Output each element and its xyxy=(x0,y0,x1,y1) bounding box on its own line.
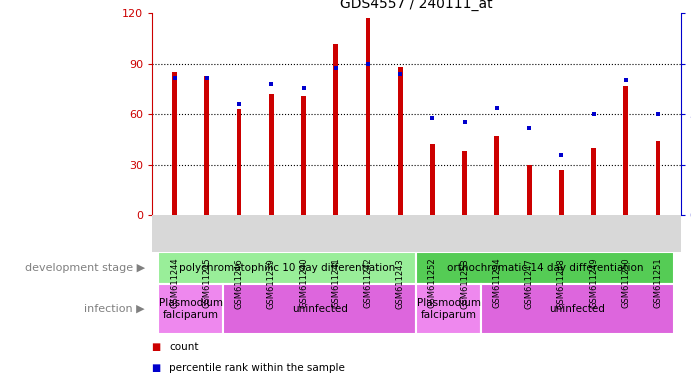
Bar xyxy=(269,94,274,215)
Bar xyxy=(591,148,596,215)
Bar xyxy=(462,151,467,215)
Bar xyxy=(416,252,674,284)
Bar xyxy=(559,170,564,215)
Text: count: count xyxy=(169,342,199,352)
Bar xyxy=(158,284,223,334)
Bar xyxy=(527,165,531,215)
Bar xyxy=(623,86,628,215)
Bar xyxy=(656,141,661,215)
Bar xyxy=(366,18,370,215)
Bar xyxy=(172,72,177,215)
Text: polychromatophilic 10 day differentiation: polychromatophilic 10 day differentiatio… xyxy=(179,263,395,273)
Bar xyxy=(481,284,674,334)
Bar xyxy=(301,96,306,215)
Text: orthochromatic 14 day differentiation: orthochromatic 14 day differentiation xyxy=(447,263,643,273)
Bar xyxy=(158,252,416,284)
Bar xyxy=(416,284,481,334)
Text: development stage ▶: development stage ▶ xyxy=(25,263,145,273)
Text: ■: ■ xyxy=(152,363,164,373)
Text: Plasmodium
falciparum: Plasmodium falciparum xyxy=(159,298,223,320)
Bar xyxy=(236,109,241,215)
Text: uninfected: uninfected xyxy=(549,304,605,314)
Bar xyxy=(430,144,435,215)
Bar xyxy=(398,67,403,215)
Text: uninfected: uninfected xyxy=(292,304,348,314)
Text: percentile rank within the sample: percentile rank within the sample xyxy=(169,363,346,373)
Bar xyxy=(495,136,500,215)
Bar xyxy=(333,44,338,215)
Bar xyxy=(223,284,416,334)
Text: infection ▶: infection ▶ xyxy=(84,304,145,314)
Text: ■: ■ xyxy=(152,342,164,352)
Bar xyxy=(205,76,209,215)
Text: Plasmodium
falciparum: Plasmodium falciparum xyxy=(417,298,480,320)
Title: GDS4557 / 240111_at: GDS4557 / 240111_at xyxy=(340,0,493,11)
